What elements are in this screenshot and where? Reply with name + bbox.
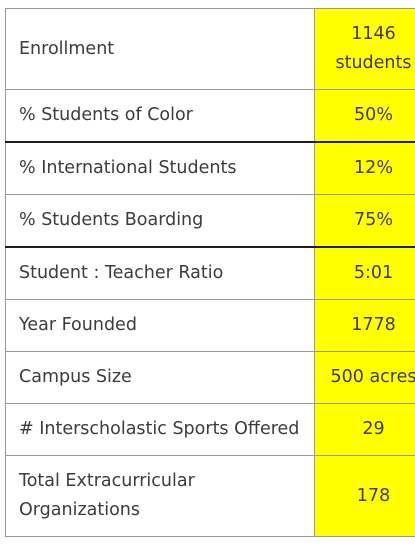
row-value: 75%	[314, 194, 415, 248]
table-row: % Students of Color 50%	[5, 89, 415, 143]
table-row: # Interscholastic Sports Offered 29	[5, 403, 415, 456]
row-value: 178	[314, 455, 415, 537]
table-row: % Students Boarding 75%	[5, 194, 415, 248]
row-value: 1146 students	[314, 8, 415, 90]
row-label: % Students of Color	[5, 89, 315, 143]
row-label: % Students Boarding	[5, 194, 315, 248]
table-row: Enrollment 1146 students	[5, 8, 415, 90]
school-stats-table: Enrollment 1146 students % Students of C…	[5, 8, 415, 537]
row-value: 5:01	[314, 246, 415, 300]
row-value: 500 acres	[314, 351, 415, 404]
table-row: Campus Size 500 acres	[5, 351, 415, 404]
table-row: % International Students 12%	[5, 141, 415, 195]
row-label: Campus Size	[5, 351, 315, 404]
row-value: 12%	[314, 141, 415, 195]
row-value: 50%	[314, 89, 415, 143]
table-row: Total Extracurricular Organizations 178	[5, 455, 415, 537]
row-label: # Interscholastic Sports Offered	[5, 403, 315, 456]
table-row: Year Founded 1778	[5, 299, 415, 352]
table-row: Student : Teacher Ratio 5:01	[5, 246, 415, 300]
row-label: Enrollment	[5, 8, 315, 90]
row-label: Student : Teacher Ratio	[5, 246, 315, 300]
row-label: Total Extracurricular Organizations	[5, 455, 315, 537]
row-value: 1778	[314, 299, 415, 352]
row-label: Year Founded	[5, 299, 315, 352]
row-value: 29	[314, 403, 415, 456]
row-label: % International Students	[5, 141, 315, 195]
